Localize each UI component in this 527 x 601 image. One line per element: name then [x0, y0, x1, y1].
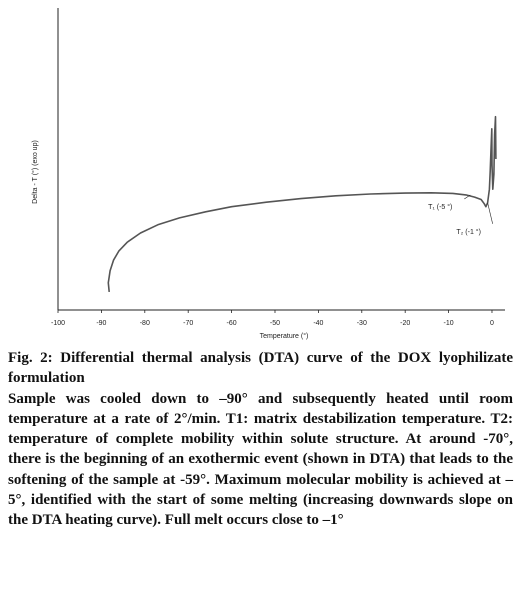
x-tick-label: -10 — [444, 320, 454, 327]
figure-caption: Fig. 2: Differential thermal analysis (D… — [8, 348, 513, 531]
x-tick-label: -100 — [51, 320, 65, 327]
x-tick-label: -60 — [227, 320, 237, 327]
x-tick-label: 0 — [490, 320, 494, 327]
annotation-label: T₂ (-1 °) — [456, 228, 481, 236]
x-tick-label: -80 — [140, 320, 150, 327]
dta-curve — [107, 115, 497, 292]
annotation-label: T₁ (-5 °) — [428, 203, 452, 211]
x-tick-label: -40 — [313, 320, 323, 327]
dta-chart: -100 -90 -80 -70 -60 -50 -40 -30 -20 -10 0 T₁ (-5 … — [31, 8, 505, 340]
x-tick-label: -90 — [96, 320, 106, 327]
series-layer — [107, 115, 497, 292]
x-axis-title: Temperature (°) — [260, 332, 309, 340]
x-axis: -100 -90 -80 -70 -60 -50 -40 -30 -20 -10 0 — [51, 309, 505, 327]
y-axis-title: Delta - T (°) (exo up) — [31, 140, 39, 204]
x-tick-label: -30 — [357, 320, 367, 327]
caption-title: Fig. 2: Differential thermal analysis (D… — [8, 350, 513, 387]
x-tick-label: -20 — [400, 320, 410, 327]
annotation-leader — [487, 202, 493, 224]
annotation-leader — [464, 194, 471, 200]
x-tick-label: -50 — [270, 320, 280, 327]
annotation-layer: T₁ (-5 °) T₂ (-1 °) — [428, 194, 493, 236]
caption-body: Sample was cooled down to –90° and subse… — [8, 390, 513, 529]
x-tick-label: -70 — [183, 320, 193, 327]
